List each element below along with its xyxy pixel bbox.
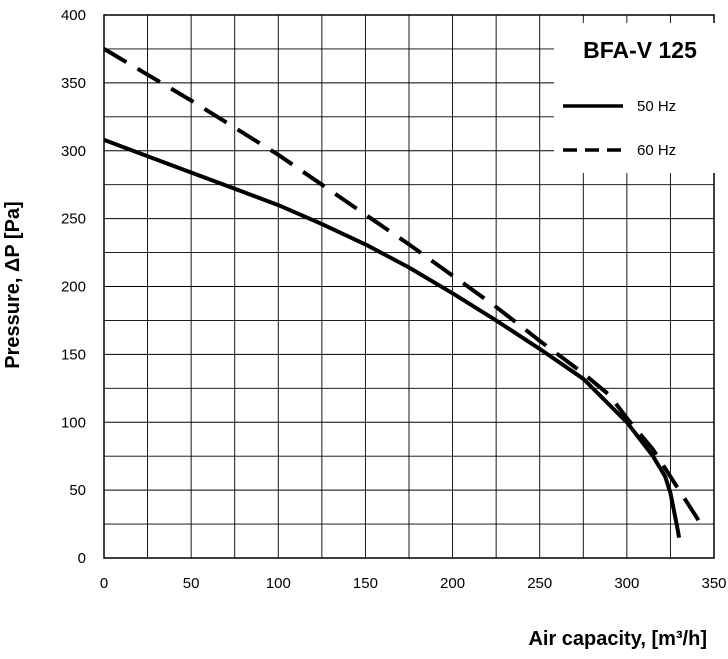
- x-tick-label: 350: [701, 575, 726, 592]
- legend-label-50hz: 50 Hz: [637, 98, 676, 115]
- x-tick-label: 300: [614, 575, 639, 592]
- y-tick-label: 0: [78, 550, 86, 567]
- x-tick-label: 100: [266, 575, 291, 592]
- chart-title: BFA-V 125: [583, 37, 697, 63]
- x-tick-label: 250: [527, 575, 552, 592]
- y-tick-label: 200: [61, 279, 86, 296]
- y-tick-label: 100: [61, 414, 86, 431]
- y-tick-label: 250: [61, 211, 86, 228]
- y-tick-label: 400: [61, 7, 86, 24]
- x-axis-title: Air capacity, [m³/h]: [528, 628, 707, 650]
- series-layer: [102, 47, 707, 538]
- y-axis-title: Pressure, ΔP [Pa]: [2, 201, 24, 368]
- series-line-60hz: [102, 47, 707, 532]
- y-tick-label: 150: [61, 346, 86, 363]
- y-tick-label: 300: [61, 143, 86, 160]
- y-tick-label: 50: [69, 482, 86, 499]
- x-tick-label: 200: [440, 575, 465, 592]
- tick-layer: 0 50 100 150 200 250 300 350 0 50 100 150 200 250 300 3…: [61, 7, 727, 592]
- series-line-50hz: [103, 138, 682, 538]
- legend-label-60hz: 60 Hz: [637, 142, 676, 159]
- legend-box: [554, 23, 715, 173]
- plot-frame: [103, 14, 715, 559]
- x-tick-label: 50: [183, 575, 200, 592]
- x-tick-label: 0: [100, 575, 108, 592]
- y-tick-label: 350: [61, 75, 86, 92]
- x-tick-label: 150: [353, 575, 378, 592]
